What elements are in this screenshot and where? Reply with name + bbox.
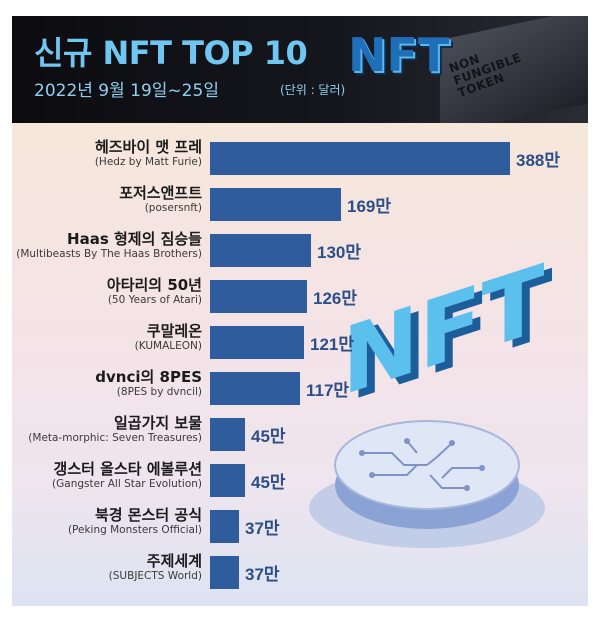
data-label: 37만	[245, 519, 280, 538]
category-label: 주제세계	[146, 552, 202, 570]
data-label: 130만	[317, 243, 362, 262]
category-label: 갱스터 올스타 에볼루션	[53, 460, 202, 478]
chart-area: NFT NFT 헤즈바이 맷 프레 (Hedz by Matt Fu	[12, 123, 588, 606]
data-label: 121만	[310, 335, 355, 354]
data-label: 45만	[251, 473, 286, 492]
nft-coin-illustration: NFT NFT	[309, 244, 553, 548]
chart-row: 헤즈바이 맷 프레 (Hedz by Matt Furie) 388만	[12, 136, 588, 180]
chart-row: 주제세계 (SUBJECTS World) 37만	[12, 550, 588, 594]
category-label: Haas 형제의 짐승들	[67, 230, 202, 248]
bar	[210, 188, 341, 221]
nft-logo-text: NFT	[348, 28, 450, 82]
category-label: 쿠말레온	[146, 322, 202, 340]
data-label: 45만	[251, 427, 286, 446]
data-label: 169만	[347, 197, 392, 216]
date-range: 2022년 9월 19일~25일	[34, 81, 219, 101]
category-label-en: (Hedz by Matt Furie)	[94, 156, 202, 168]
data-label: 117만	[306, 381, 350, 400]
bar	[210, 510, 239, 543]
bar	[210, 556, 239, 589]
category-label-en: (8PES by dvncil)	[116, 386, 202, 398]
category-label: 북경 몬스터 공식	[94, 506, 202, 524]
unit-label: (단위 : 달러)	[280, 83, 346, 97]
category-label-en: (Meta-morphic: Seven Treasures)	[28, 432, 202, 444]
chart-row: 포저스앤프트 (posersnft) 169만	[12, 182, 588, 226]
bar	[210, 418, 245, 451]
bar	[210, 464, 245, 497]
category-label-en: (KUMALEON)	[134, 340, 202, 352]
category-label-en: (SUBJECTS World)	[108, 570, 202, 582]
bar	[210, 326, 304, 359]
bar	[210, 372, 300, 405]
chart-row: 일곱가지 보물 (Meta-morphic: Seven Treasures) …	[12, 412, 588, 456]
category-label-en: (50 Years of Atari)	[107, 294, 202, 306]
chart-row: 갱스터 올스타 에볼루션 (Gangster All Star Evolutio…	[12, 458, 588, 502]
data-label: 126만	[313, 289, 358, 308]
chart-row: 아타리의 50년 (50 Years of Atari) 126만	[12, 274, 588, 318]
header: 신규 NFT TOP 10 2022년 9월 19일~25일 (단위 : 달러)…	[12, 16, 588, 123]
bar	[210, 280, 307, 313]
data-label: 388만	[516, 151, 561, 170]
category-label: 헤즈바이 맷 프레	[94, 138, 202, 156]
bar	[210, 142, 510, 175]
chart-row: dvnci의 8PES (8PES by dvncil) 117만	[12, 366, 588, 410]
category-label: 포저스앤프트	[119, 184, 202, 202]
category-label: dvnci의 8PES	[95, 368, 202, 386]
category-label: 아타리의 50년	[106, 276, 202, 294]
chart-row: Haas 형제의 짐승들 (Multibeasts By The Haas Br…	[12, 228, 588, 272]
page-title: 신규 NFT TOP 10	[34, 34, 308, 72]
category-label-en: (Multibeasts By The Haas Brothers)	[16, 248, 202, 260]
category-label: 일곱가지 보물	[113, 414, 202, 432]
chart-row: 북경 몬스터 공식 (Peking Monsters Official) 37만	[12, 504, 588, 548]
chart-row: 쿠말레온 (KUMALEON) 121만	[12, 320, 588, 364]
category-label-en: (Peking Monsters Official)	[67, 524, 202, 536]
infographic: 신규 NFT TOP 10 2022년 9월 19일~25일 (단위 : 달러)…	[12, 16, 588, 606]
category-label-en: (posersnft)	[144, 202, 202, 214]
data-label: 37만	[245, 565, 280, 584]
category-label-en: (Gangster All Star Evolution)	[52, 478, 202, 490]
bar	[210, 234, 311, 267]
